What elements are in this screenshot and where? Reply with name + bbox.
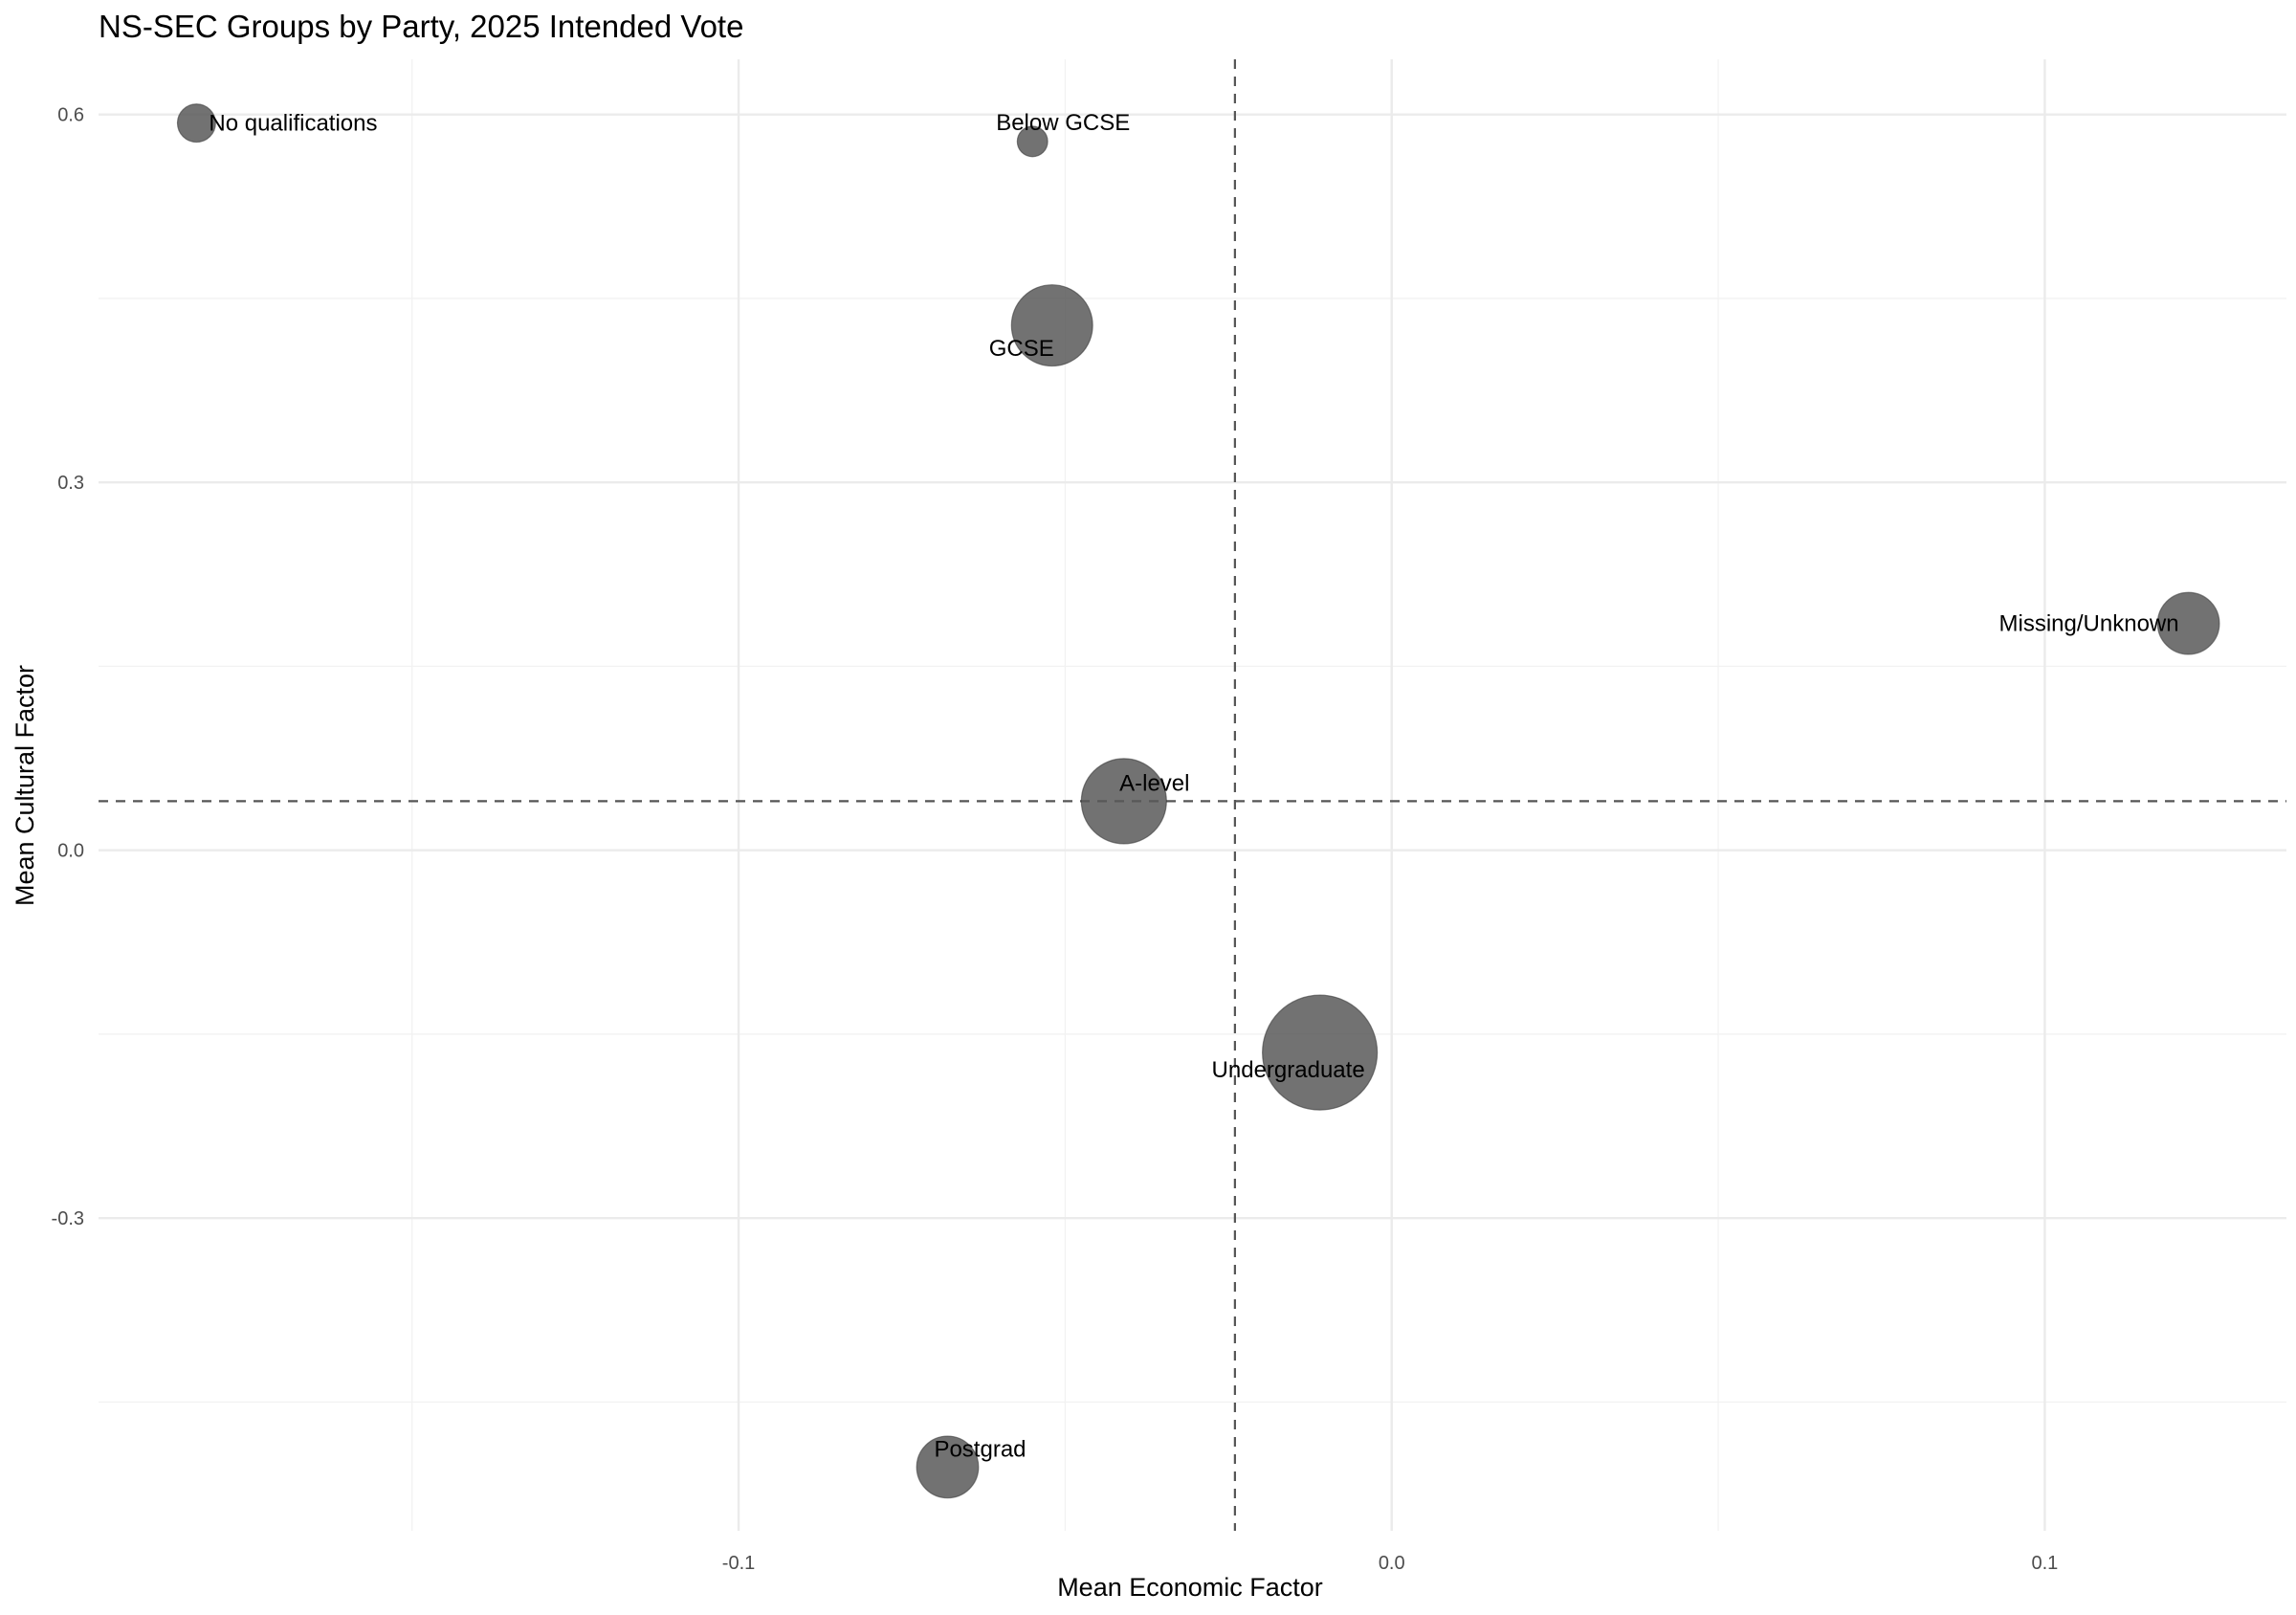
y-tick-label: 0.3 — [57, 473, 84, 494]
x-tick-label: 0.0 — [1379, 1553, 1405, 1574]
point-label: Undergraduate — [1212, 1057, 1365, 1083]
x-tick-label: -0.1 — [722, 1553, 755, 1574]
y-tick-label: 0.6 — [57, 105, 84, 126]
points-layer — [176, 103, 2220, 1499]
point-label: GCSE — [989, 336, 1054, 362]
bubble-point — [2156, 591, 2220, 655]
point-labels-layer: No qualifications Below GCSE GCSE Missing/U… — [209, 110, 2178, 1462]
y-axis-title: Mean Cultural Factor — [11, 665, 39, 906]
x-axis-title: Mean Economic Factor — [1057, 1573, 1323, 1602]
point-label: No qualifications — [209, 111, 377, 137]
y-tick-label: -0.3 — [52, 1208, 84, 1229]
point-label: A-level — [1119, 770, 1189, 796]
x-tick-label: 0.1 — [2031, 1553, 2058, 1574]
minor-grid — [99, 59, 2286, 1531]
bubble-point — [176, 103, 216, 144]
tick-labels-layer: -0.1 0.0 0.1 -0.3 0.0 0.3 0.6 — [52, 105, 2059, 1574]
chart-title: NS-SEC Groups by Party, 2025 Intended Vo… — [99, 9, 743, 44]
bubble-point — [916, 1435, 980, 1499]
point-label: Below GCSE — [996, 110, 1130, 136]
point-label: Missing/Unknown — [1999, 611, 2179, 637]
bubble-point — [1016, 125, 1049, 158]
reference-lines — [99, 59, 2286, 1531]
bubble-point — [1262, 994, 1379, 1111]
bubble-point — [1080, 758, 1167, 845]
point-label: Postgrad — [934, 1436, 1026, 1462]
bubble-point — [1010, 284, 1093, 367]
major-grid — [99, 59, 2286, 1531]
y-tick-label: 0.0 — [57, 841, 84, 862]
